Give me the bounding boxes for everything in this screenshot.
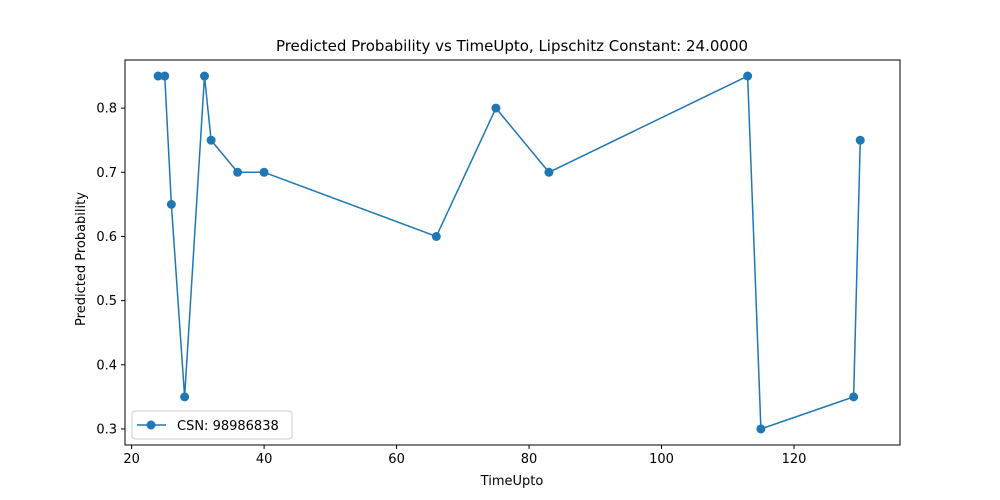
x-tick-label: 40	[256, 452, 273, 467]
axes-frame	[124, 59, 901, 446]
x-tick-label: 20	[123, 452, 140, 467]
data-point	[259, 167, 269, 177]
y-tick-label: 0.6	[96, 230, 117, 245]
legend-marker	[146, 420, 156, 430]
data-point	[233, 167, 243, 177]
y-tick-label: 0.3	[96, 422, 117, 437]
data-point	[491, 103, 501, 113]
legend: CSN: 98986838	[131, 410, 293, 440]
data-point	[166, 199, 176, 209]
legend-label: CSN: 98986838	[177, 419, 279, 434]
y-tick-label: 0.7	[96, 166, 117, 181]
data-point	[153, 71, 163, 81]
data-point	[756, 424, 766, 434]
x-tick-label: 80	[521, 452, 538, 467]
data-point	[199, 71, 209, 81]
data-point	[855, 135, 865, 145]
chart-title: Predicted Probability vs TimeUpto, Lipsc…	[276, 37, 748, 55]
y-tick-label: 0.5	[96, 294, 117, 309]
x-axis-label: TimeUpto	[480, 474, 544, 489]
x-tick-label: 60	[388, 452, 405, 467]
data-point	[544, 167, 554, 177]
data-point	[849, 392, 859, 402]
plot-area: 20 40 60 80 100 120 0.3 0.4 0.5 0.6 0.7 0.8	[96, 59, 901, 467]
legend-frame	[131, 410, 293, 440]
data-point	[206, 135, 216, 145]
data-point	[743, 71, 753, 81]
y-tick-label: 0.8	[96, 102, 117, 117]
data-point	[180, 392, 190, 402]
y-tick-label: 0.4	[96, 358, 117, 373]
x-tick-label: 100	[649, 452, 674, 467]
data-point	[431, 231, 441, 241]
x-tick-label: 120	[782, 452, 807, 467]
y-axis-label: Predicted Probability	[74, 192, 89, 326]
data-point	[160, 71, 170, 81]
